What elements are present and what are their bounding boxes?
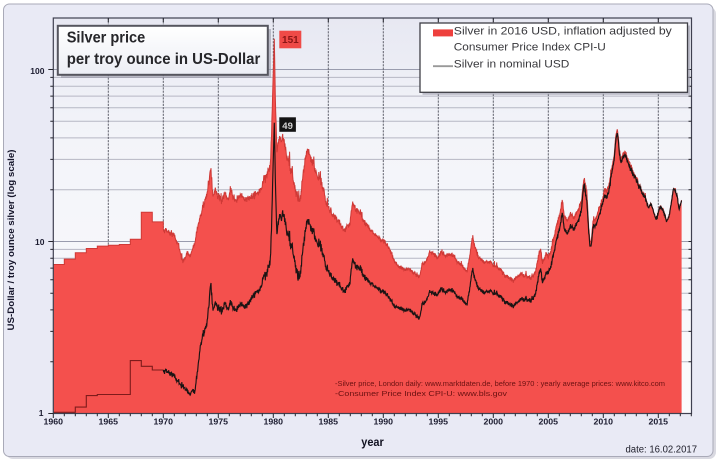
svg-text:Silver price: Silver price [67,30,146,47]
svg-text:2010: 2010 [594,417,614,427]
svg-text:10: 10 [35,237,45,247]
svg-text:-Silver price, London daily: w: -Silver price, London daily: www.marktda… [335,379,665,388]
svg-text:151: 151 [282,35,299,46]
svg-text:-Consumer Price Index CPI-U: w: -Consumer Price Index CPI-U: www.bls.gov [335,389,507,398]
svg-text:2000: 2000 [484,417,504,427]
svg-text:2005: 2005 [539,417,559,427]
svg-text:Silver in nominal USD: Silver in nominal USD [454,59,570,71]
svg-text:year: year [361,435,384,449]
svg-text:1995: 1995 [429,417,449,427]
svg-text:1965: 1965 [99,417,119,427]
svg-text:1: 1 [39,408,44,418]
svg-text:Silver in 2016 USD, inflation: Silver in 2016 USD, inflation adjusted b… [454,26,673,38]
svg-text:1990: 1990 [374,417,394,427]
svg-text:Consumer Price Index CPI-U: Consumer Price Index CPI-U [454,42,606,54]
svg-text:1985: 1985 [319,417,339,427]
svg-text:1975: 1975 [209,417,229,427]
svg-text:per troy ounce in US-Dollar: per troy ounce in US-Dollar [67,51,261,68]
svg-text:1970: 1970 [154,417,174,427]
svg-text:US-Dollar / troy ounce silver: US-Dollar / troy ounce silver (log scale… [6,149,16,330]
svg-text:1960: 1960 [44,417,64,427]
svg-text:1980: 1980 [264,417,284,427]
svg-text:49: 49 [282,121,293,132]
svg-text:date: 16.02.2017: date: 16.02.2017 [626,445,698,456]
svg-text:2015: 2015 [649,417,669,427]
svg-text:100: 100 [30,66,44,76]
